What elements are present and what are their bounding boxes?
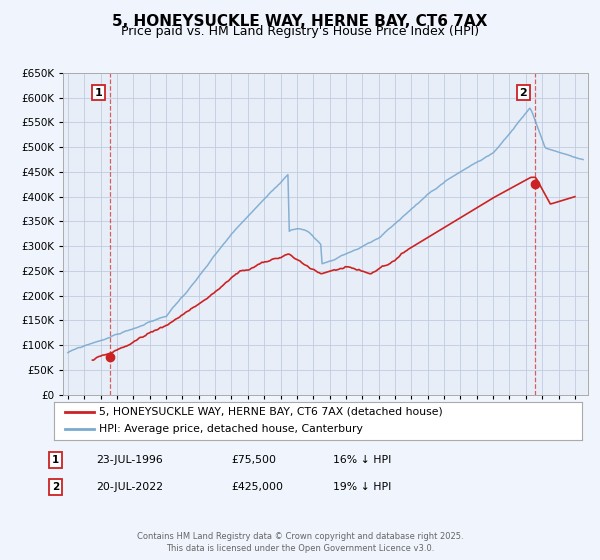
Text: 5, HONEYSUCKLE WAY, HERNE BAY, CT6 7AX (detached house): 5, HONEYSUCKLE WAY, HERNE BAY, CT6 7AX (…	[99, 407, 443, 417]
Text: Price paid vs. HM Land Registry's House Price Index (HPI): Price paid vs. HM Land Registry's House …	[121, 25, 479, 38]
Text: 16% ↓ HPI: 16% ↓ HPI	[333, 455, 391, 465]
Text: 1: 1	[52, 455, 59, 465]
Text: 20-JUL-2022: 20-JUL-2022	[96, 482, 163, 492]
Text: 1: 1	[94, 87, 102, 97]
Text: HPI: Average price, detached house, Canterbury: HPI: Average price, detached house, Cant…	[99, 424, 363, 435]
Text: Contains HM Land Registry data © Crown copyright and database right 2025.
This d: Contains HM Land Registry data © Crown c…	[137, 533, 463, 553]
Text: £425,000: £425,000	[231, 482, 283, 492]
Text: 2: 2	[520, 87, 527, 97]
Text: 23-JUL-1996: 23-JUL-1996	[96, 455, 163, 465]
Text: 19% ↓ HPI: 19% ↓ HPI	[333, 482, 391, 492]
Text: £75,500: £75,500	[231, 455, 276, 465]
Text: 2: 2	[52, 482, 59, 492]
Text: 5, HONEYSUCKLE WAY, HERNE BAY, CT6 7AX: 5, HONEYSUCKLE WAY, HERNE BAY, CT6 7AX	[112, 14, 488, 29]
